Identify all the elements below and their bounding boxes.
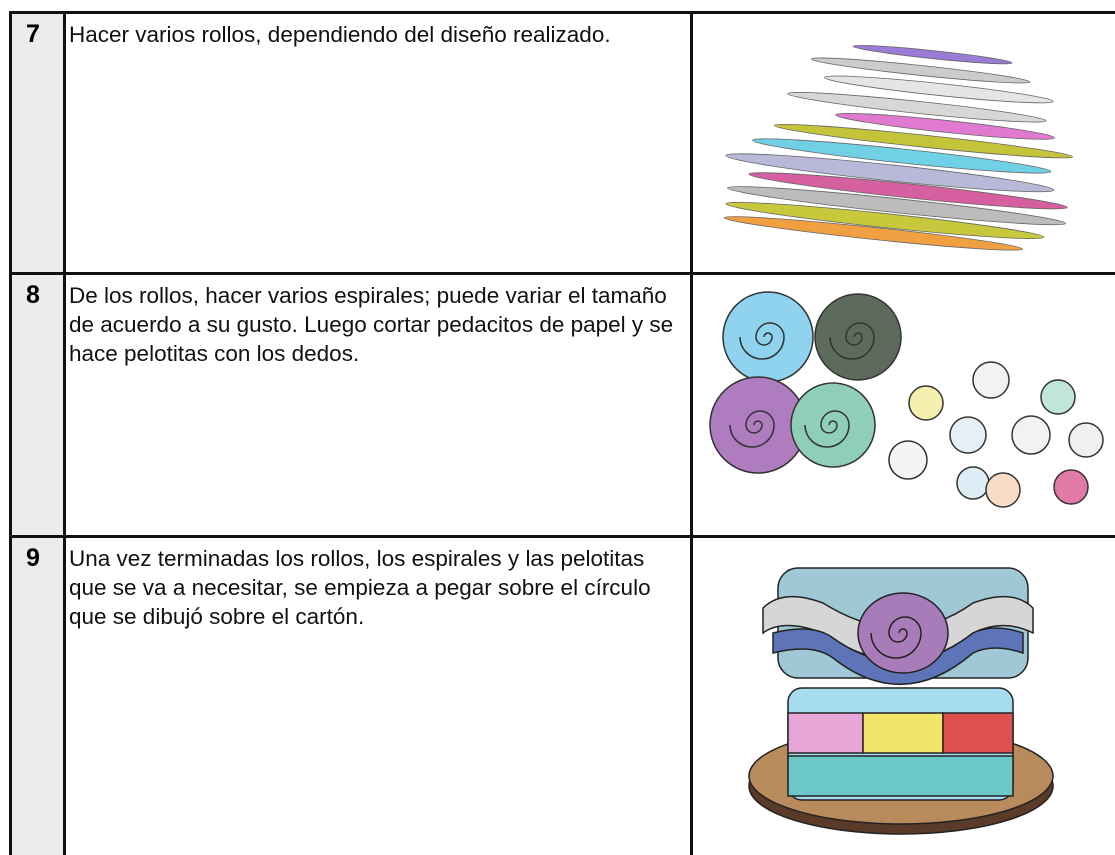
step-text: De los rollos, hacer varios espirales; p… — [63, 272, 693, 538]
step-image — [690, 535, 1115, 855]
step-image — [690, 272, 1115, 538]
step-image — [690, 11, 1115, 275]
step-text: Hacer varios rollos, dependiendo del dis… — [63, 11, 693, 275]
step-number: 7 — [9, 11, 66, 275]
step-number: 9 — [9, 535, 66, 855]
rolls-illustration — [723, 44, 1073, 251]
cake-illustration — [748, 567, 1054, 835]
step-text: Una vez terminadas los rollos, los espir… — [63, 535, 693, 855]
spirals-illustration — [709, 291, 1104, 508]
step-number: 8 — [9, 272, 66, 538]
